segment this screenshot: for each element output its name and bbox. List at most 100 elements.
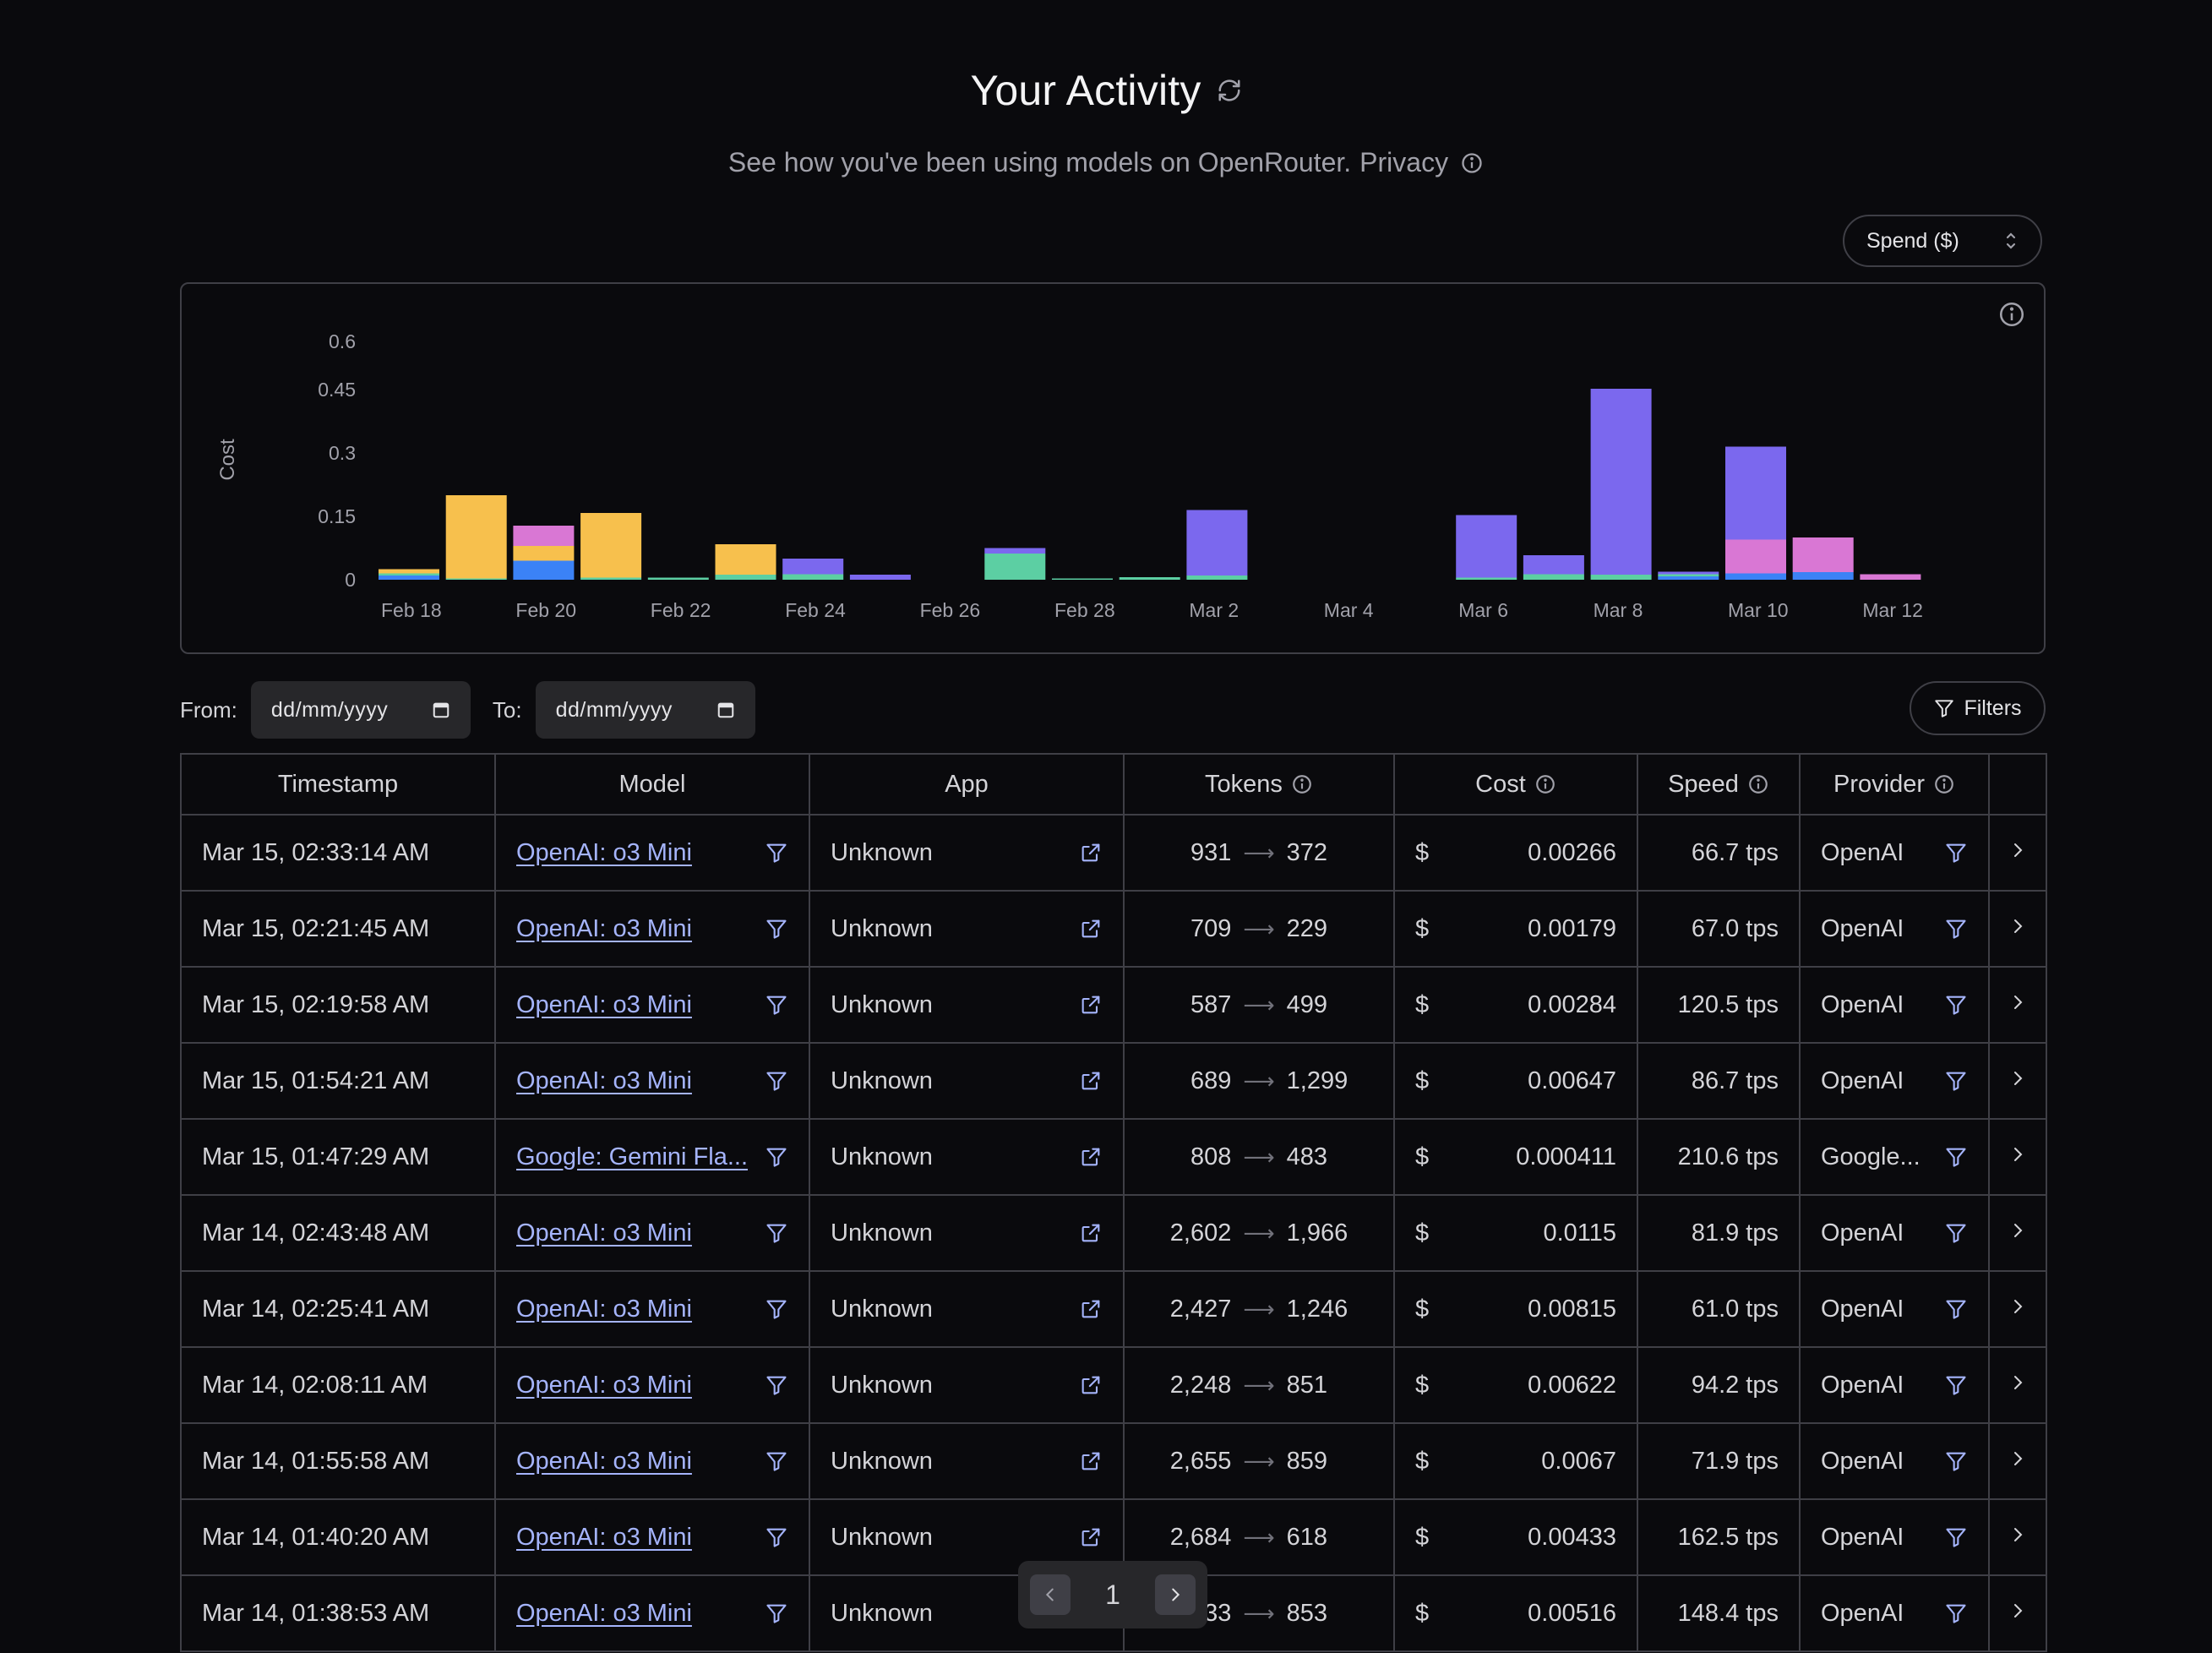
filter-icon[interactable] xyxy=(765,993,788,1017)
filter-icon[interactable] xyxy=(765,1069,788,1093)
filter-icon[interactable] xyxy=(765,1221,788,1245)
model-link[interactable]: Google: Gemini Fla... xyxy=(516,1143,748,1170)
table-row[interactable]: Mar 15, 02:33:14 AM OpenAI: o3 Mini Unknow… xyxy=(180,814,2047,892)
next-page-button[interactable] xyxy=(1154,1574,1196,1615)
model-link[interactable]: OpenAI: o3 Mini xyxy=(516,990,692,1018)
filter-icon[interactable] xyxy=(1944,917,1968,941)
chart-bar-segment[interactable] xyxy=(445,495,507,579)
filter-icon[interactable] xyxy=(1944,1449,1968,1473)
chart-bar-segment[interactable] xyxy=(513,546,575,561)
filter-icon[interactable] xyxy=(1944,1601,1968,1625)
table-row[interactable]: Mar 15, 01:54:21 AM OpenAI: o3 Mini Unknow… xyxy=(180,1042,2047,1120)
filter-icon[interactable] xyxy=(1944,1297,1968,1321)
filter-icon[interactable] xyxy=(1944,841,1968,865)
header-provider[interactable]: Provider xyxy=(1799,753,1990,816)
external-link-icon[interactable] xyxy=(1079,1525,1103,1549)
chart-bar-segment[interactable] xyxy=(715,575,776,580)
chart-bar-segment[interactable] xyxy=(1725,446,1786,540)
chart-bar-segment[interactable] xyxy=(1456,577,1517,581)
model-link[interactable]: OpenAI: o3 Mini xyxy=(516,1295,692,1323)
chart-info-icon[interactable] xyxy=(1997,300,2026,329)
cell-expand[interactable] xyxy=(1988,1574,2047,1652)
table-row[interactable]: Mar 15, 01:47:29 AM Google: Gemini Fla...… xyxy=(180,1118,2047,1196)
chevron-right-icon[interactable] xyxy=(2008,840,2028,860)
info-icon[interactable] xyxy=(1747,773,1769,795)
external-link-icon[interactable] xyxy=(1079,1297,1103,1321)
chart-bar-segment[interactable] xyxy=(1119,577,1180,580)
chevron-right-icon[interactable] xyxy=(2008,1525,2028,1545)
external-link-icon[interactable] xyxy=(1079,993,1103,1017)
chevron-right-icon[interactable] xyxy=(2008,1296,2028,1317)
cell-expand[interactable] xyxy=(1988,1498,2047,1576)
chart-bar-segment[interactable] xyxy=(1186,576,1248,580)
chart-bar-segment[interactable] xyxy=(1658,574,1719,577)
chart-bar-segment[interactable] xyxy=(849,575,911,580)
table-row[interactable]: Mar 15, 02:21:45 AM OpenAI: o3 Mini Unknow… xyxy=(180,890,2047,968)
chart-bar-segment[interactable] xyxy=(1186,510,1248,576)
cell-expand[interactable] xyxy=(1988,1194,2047,1272)
chevron-right-icon[interactable] xyxy=(2008,1220,2028,1241)
external-link-icon[interactable] xyxy=(1079,1069,1103,1093)
external-link-icon[interactable] xyxy=(1079,1221,1103,1245)
chevron-right-icon[interactable] xyxy=(2008,916,2028,936)
filter-icon[interactable] xyxy=(765,1601,788,1625)
chart-bar-segment[interactable] xyxy=(715,544,776,575)
table-row[interactable]: Mar 14, 02:08:11 AM OpenAI: o3 Mini Unknow… xyxy=(180,1346,2047,1424)
model-link[interactable]: OpenAI: o3 Mini xyxy=(516,1447,692,1475)
table-row[interactable]: Mar 15, 02:19:58 AM OpenAI: o3 Mini Unknow… xyxy=(180,966,2047,1044)
to-date-input[interactable]: dd/mm/yyyy xyxy=(535,681,755,739)
chevron-right-icon[interactable] xyxy=(2008,1448,2028,1469)
table-row[interactable]: Mar 14, 02:43:48 AM OpenAI: o3 Mini Unknow… xyxy=(180,1194,2047,1272)
chart-bar-segment[interactable] xyxy=(782,574,844,581)
model-link[interactable]: OpenAI: o3 Mini xyxy=(516,1067,692,1094)
chart-bar-segment[interactable] xyxy=(1590,575,1652,580)
from-date-input[interactable]: dd/mm/yyyy xyxy=(250,681,471,739)
header-timestamp[interactable]: Timestamp xyxy=(180,753,496,816)
chart-bar-segment[interactable] xyxy=(1860,574,1921,581)
chart-bar-segment[interactable] xyxy=(1792,572,1854,580)
external-link-icon[interactable] xyxy=(1079,1449,1103,1473)
filter-icon[interactable] xyxy=(1944,1373,1968,1397)
info-icon[interactable] xyxy=(1460,151,1484,175)
chart-bar-segment[interactable] xyxy=(984,548,1046,554)
chart-bar-segment[interactable] xyxy=(513,526,575,546)
header-tokens[interactable]: Tokens xyxy=(1123,753,1395,816)
model-link[interactable]: OpenAI: o3 Mini xyxy=(516,914,692,942)
chart-bar-segment[interactable] xyxy=(1725,539,1786,574)
filter-icon[interactable] xyxy=(765,1449,788,1473)
filters-button[interactable]: Filters xyxy=(1910,681,2046,735)
filter-icon[interactable] xyxy=(1944,993,1968,1017)
chevron-right-icon[interactable] xyxy=(2008,1372,2028,1393)
chart-bar-segment[interactable] xyxy=(580,577,642,581)
chevron-right-icon[interactable] xyxy=(2008,1144,2028,1165)
external-link-icon[interactable] xyxy=(1079,1373,1103,1397)
chart-bar-segment[interactable] xyxy=(647,577,709,581)
filter-icon[interactable] xyxy=(765,1145,788,1169)
chart-bar-segment[interactable] xyxy=(379,573,439,576)
filter-icon[interactable] xyxy=(1944,1145,1968,1169)
filter-icon[interactable] xyxy=(1944,1221,1968,1245)
chart-bar-segment[interactable] xyxy=(445,578,507,581)
header-model[interactable]: Model xyxy=(494,753,810,816)
external-link-icon[interactable] xyxy=(1079,841,1103,865)
filter-icon[interactable] xyxy=(765,1373,788,1397)
chart-bar-segment[interactable] xyxy=(1658,576,1719,580)
filter-icon[interactable] xyxy=(1944,1525,1968,1549)
table-row[interactable]: Mar 14, 02:25:41 AM OpenAI: o3 Mini Unknow… xyxy=(180,1270,2047,1348)
privacy-link[interactable]: Privacy xyxy=(1359,147,1449,177)
cell-expand[interactable] xyxy=(1988,890,2047,968)
table-row[interactable]: Mar 14, 01:55:58 AM OpenAI: o3 Mini Unknow… xyxy=(180,1422,2047,1500)
chart-bar-segment[interactable] xyxy=(984,554,1046,580)
model-link[interactable]: OpenAI: o3 Mini xyxy=(516,1599,692,1627)
filter-icon[interactable] xyxy=(765,1525,788,1549)
chart-bar-segment[interactable] xyxy=(1052,578,1113,581)
chart-bar-segment[interactable] xyxy=(580,513,642,578)
info-icon[interactable] xyxy=(1291,773,1313,795)
filter-icon[interactable] xyxy=(765,841,788,865)
chart-bar-segment[interactable] xyxy=(782,559,844,575)
chart-bar-segment[interactable] xyxy=(1523,574,1584,581)
calendar-icon[interactable] xyxy=(432,701,450,719)
model-link[interactable]: OpenAI: o3 Mini xyxy=(516,1523,692,1551)
external-link-icon[interactable] xyxy=(1079,917,1103,941)
external-link-icon[interactable] xyxy=(1079,1145,1103,1169)
